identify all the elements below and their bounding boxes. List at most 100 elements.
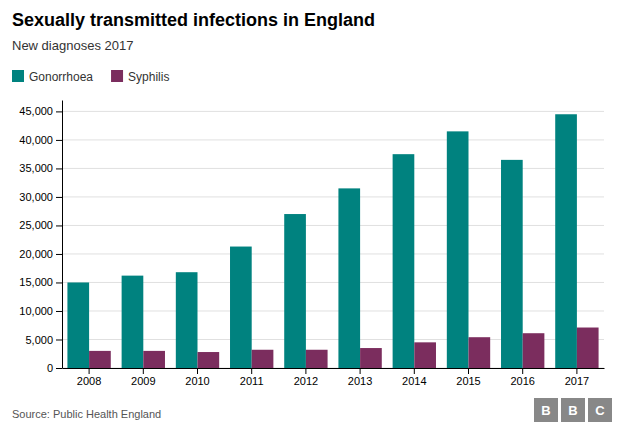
legend-item: Gonorrhoea [12, 70, 93, 84]
grid-line [62, 168, 604, 169]
bar [284, 214, 306, 368]
y-tick-label: 45,000 [19, 105, 53, 117]
y-tick-label: 30,000 [19, 191, 53, 203]
x-tick: 2015 [456, 368, 480, 387]
source: Source: Public Health England [12, 408, 161, 420]
y-tick: 30,000 [19, 191, 62, 203]
y-tick-mark [56, 282, 62, 283]
x-tick-mark [576, 368, 577, 374]
x-tick-label: 2009 [131, 375, 155, 387]
bar [523, 333, 545, 368]
y-axis-line [62, 101, 63, 369]
bars [67, 114, 598, 368]
y-tick-label: 20,000 [19, 248, 53, 260]
logo-box [561, 398, 585, 422]
y-tick-label: 35,000 [19, 162, 53, 174]
y-tick-mark [56, 168, 62, 169]
annotation: B [568, 403, 577, 418]
x-tick-mark [522, 368, 523, 374]
x-tick-mark [251, 368, 252, 374]
x-tick-mark [360, 368, 361, 374]
legend-swatch [111, 70, 123, 82]
bar [67, 282, 89, 368]
bar [230, 247, 252, 368]
x-tick-mark [143, 368, 144, 374]
bar [469, 337, 491, 368]
annotation: B [541, 403, 550, 418]
y-tick-mark [56, 339, 62, 340]
x-tick: 2016 [510, 368, 534, 387]
x-tick-label: 2011 [240, 375, 264, 387]
y-tick-mark [56, 197, 62, 198]
grid [62, 111, 604, 368]
x-tick: 2012 [294, 368, 318, 387]
bar [577, 328, 599, 368]
y-tick: 45,000 [19, 105, 62, 117]
legend: Gonorrhoea Syphilis [12, 70, 169, 84]
legend-label: Gonorrhoea [29, 70, 93, 84]
logo: BBC [534, 398, 612, 422]
grid-line [62, 111, 604, 112]
bar [306, 350, 328, 368]
bar [198, 352, 220, 368]
x-tick: 2013 [348, 368, 372, 387]
y-tick-mark [56, 225, 62, 226]
y-tick-label: 0 [47, 362, 53, 374]
y-tick: 5,000 [25, 334, 62, 346]
x-axis: 2008 2009 2010 2011 2012 2013 2014 2015 2016 2017 [63, 368, 605, 387]
x-tick: 2009 [131, 368, 155, 387]
y-tick-mark [56, 254, 62, 255]
grid-line [62, 253, 604, 254]
bar [338, 188, 360, 368]
plot: 0 5,000 10,000 15,000 20,000 25,000 30,000 35,0… [19, 101, 604, 387]
x-tick: 2014 [402, 368, 426, 387]
annotation: C [595, 403, 605, 418]
bar-series [89, 328, 598, 368]
subtitle: New diagnoses 2017 [12, 38, 133, 53]
y-tick-mark [56, 140, 62, 141]
x-tick-mark [197, 368, 198, 374]
x-tick-label: 2016 [510, 375, 534, 387]
grid-line [62, 196, 604, 197]
legend-item: Syphilis [111, 70, 169, 84]
bar-series [67, 114, 576, 368]
bar [414, 342, 436, 368]
x-tick-label: 2010 [185, 375, 209, 387]
x-tick-label: 2008 [77, 375, 101, 387]
y-tick: 10,000 [19, 305, 62, 317]
x-tick-label: 2015 [456, 375, 480, 387]
y-tick: 35,000 [19, 162, 62, 174]
legend-swatch [12, 70, 24, 82]
y-tick-label: 25,000 [19, 219, 53, 231]
logo-box [588, 398, 612, 422]
x-tick-mark [468, 368, 469, 374]
x-tick-label: 2012 [294, 375, 318, 387]
y-tick: 25,000 [19, 219, 62, 231]
chart: Sexually transmitted infections in Engla… [0, 0, 624, 430]
y-tick: 15,000 [19, 276, 62, 288]
x-tick-mark [89, 368, 90, 374]
x-tick-label: 2017 [565, 375, 589, 387]
bar [143, 351, 165, 368]
y-tick-label: 40,000 [19, 134, 53, 146]
y-tick-label: 10,000 [19, 305, 53, 317]
y-tick: 40,000 [19, 134, 62, 146]
bar [501, 160, 523, 368]
x-tick-label: 2014 [402, 375, 426, 387]
bar [393, 154, 415, 368]
y-tick-label: 5,000 [25, 334, 53, 346]
x-tick-mark [305, 368, 306, 374]
bar [555, 114, 577, 368]
grid-line [62, 139, 604, 140]
x-tick: 2011 [240, 368, 264, 387]
x-tick: 2008 [77, 368, 101, 387]
y-tick: 0 [47, 362, 62, 374]
legend-label: Syphilis [128, 70, 169, 84]
bar [252, 350, 274, 368]
x-tick-mark [414, 368, 415, 374]
y-axis: 0 5,000 10,000 15,000 20,000 25,000 30,000 35,0… [19, 101, 62, 375]
bar [176, 272, 198, 368]
y-tick-mark [56, 111, 62, 112]
bar [360, 348, 382, 368]
bar [447, 131, 469, 368]
